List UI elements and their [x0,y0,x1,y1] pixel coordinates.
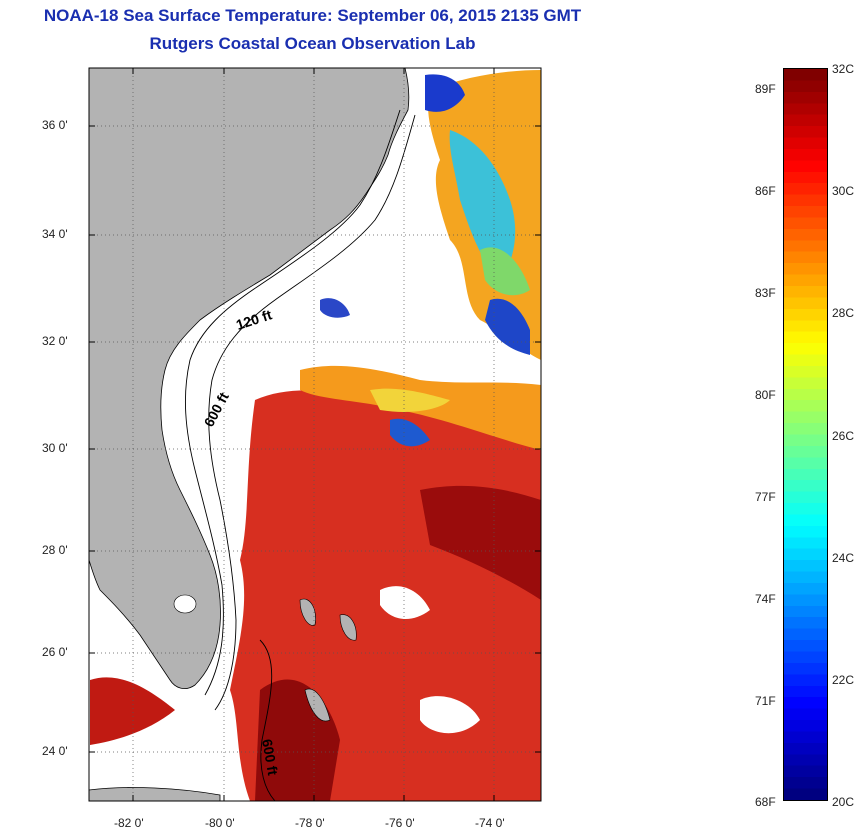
bahamas-island [299,598,316,626]
lat-label-34: 34 0' [42,227,68,241]
colorbar-label-74f: 74F [755,592,776,606]
cold-water-blue-small [320,298,350,318]
no-data-gap-2 [420,696,480,734]
colorbar-label-24c: 24C [832,551,855,565]
lat-label-32: 32 0' [42,334,68,348]
contour-600ft-bahamas [259,639,276,801]
map-frame [88,67,542,802]
yellow-patch [370,388,450,412]
colorbar-label-28c: 28C [832,306,855,320]
colorbar-label-77f: 77F [755,490,776,504]
axis-ticks [89,68,541,801]
lon-label-74: -74 0' [475,816,505,830]
cuba-land [89,787,221,801]
colorbar-label-32c: 32C [832,62,855,76]
colorbar-label-20c: 20C [832,795,855,809]
lon-label-78: -78 0' [295,816,325,830]
cold-water-blue-north [425,74,465,112]
map-subtitle: Rutgers Coastal Ocean Observation Lab [149,34,476,53]
lake-okeechobee [173,594,197,614]
colorbar-label-83f: 83F [755,286,776,300]
bahamas-island-3 [339,614,357,641]
gulf-stream-core [420,485,541,600]
colorbar-label-86f: 86F [755,184,776,198]
colorbar-label-30c: 30C [832,184,855,198]
no-data-gap [380,586,430,620]
map-plot-area: 120 ft 600 ft 600 ft [89,68,541,801]
lon-label-76: -76 0' [385,816,415,830]
lat-label-28: 28 0' [42,543,68,557]
colorbar-label-80f: 80F [755,388,776,402]
colorbar-label-71f: 71F [755,694,776,708]
lat-label-26: 26 0' [42,645,68,659]
lat-label-36: 36 0' [42,118,68,132]
contour-120ft [184,109,401,696]
temperature-colorbar [783,68,828,801]
graticule [89,68,541,801]
bahamas-island-2 [304,688,331,722]
cold-water-blue [485,298,530,355]
lon-label-82: -82 0' [114,816,144,830]
contour-label-600ft-south: 600 ft [259,738,281,777]
cold-water-blue-mid [390,418,430,447]
colorbar-label-89f: 89F [755,82,776,96]
map-title: NOAA-18 Sea Surface Temperature: Septemb… [43,6,582,25]
lat-label-24: 24 0' [42,744,68,758]
green-patch [480,247,530,296]
warm-water-florida-keys [90,677,175,745]
lat-label-30: 30 0' [42,441,68,455]
colorbar-label-68f: 68F [755,795,776,809]
contour-600ft [208,114,416,711]
cool-water-cyan [449,130,516,280]
colorbar-label-26c: 26C [832,429,855,443]
colorbar-label-22c: 22C [832,673,855,687]
lon-label-80: -80 0' [205,816,235,830]
